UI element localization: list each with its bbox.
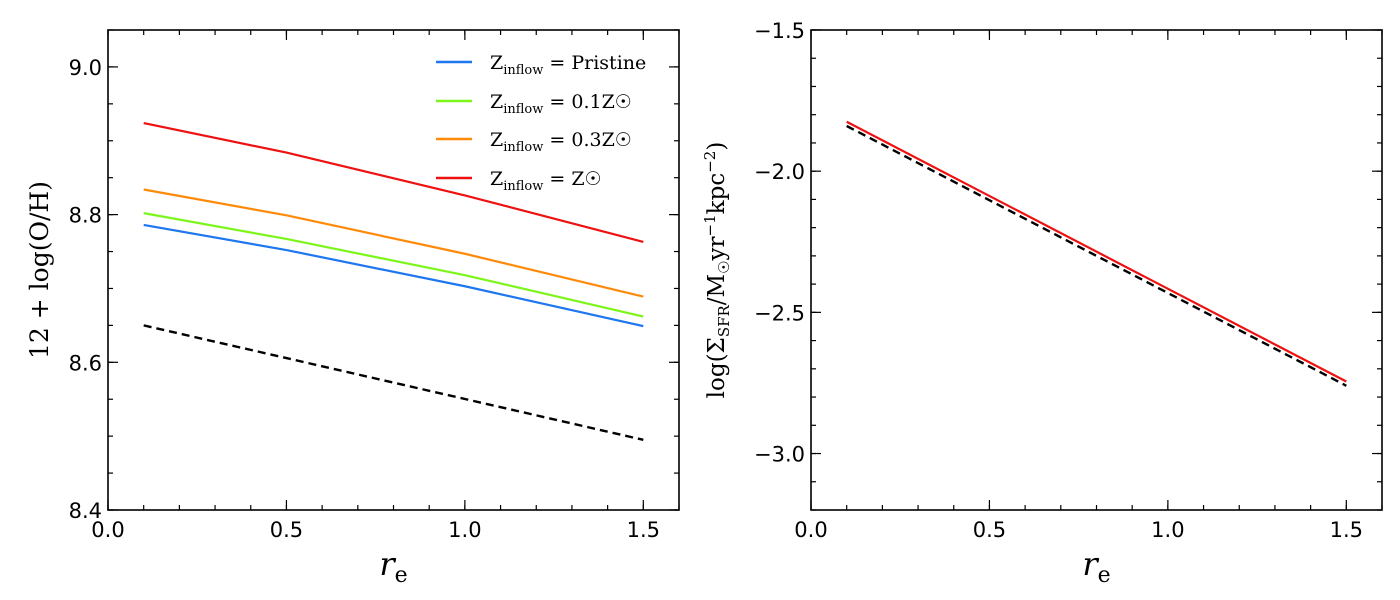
y-tick-label: −1.5 [754,19,805,43]
legend-label: Zinflow = Z☉ [490,168,602,194]
x-tick-label: 0.5 [270,518,303,542]
legend-label: Zinflow = 0.3Z☉ [490,129,632,155]
legend-label: Zinflow = Pristine [490,52,646,78]
legend-label: Zinflow = 0.1Z☉ [490,91,632,117]
x-tick-label: 1.0 [448,518,481,542]
x-tick-label: 0.5 [973,518,1006,542]
legend-item: Zinflow = 0.1Z☉ [436,91,632,117]
legend: Zinflow = Pristine Zinflow = 0.1Z☉ Zinflow… [436,52,646,194]
x-tick-label: 0.0 [91,518,124,542]
x-tick-label: 0.0 [794,518,827,542]
right-panel-sfr-density: 0.0 0.5 1.0 1.5 −3.0 −2.5 −2.0 −1.5 re log(ΣSFR/M… [701,19,1383,588]
series-line [143,223,644,328]
y-tick-label: 9.0 [69,56,102,80]
y-tick-label: −2.5 [754,301,805,325]
x-tick-label: 1.5 [1330,518,1363,542]
left-panel-metallicity: 0.0 0.5 1.0 1.5 8.4 8.6 8.8 9.0 re 12 + log(O/H) Z… [25,29,680,588]
series-line [143,121,644,244]
legend-item: Zinflow = Pristine [436,52,646,78]
legend-item: Zinflow = 0.3Z☉ [436,129,632,155]
y-tick-label: −2.0 [754,160,805,184]
y-tick-label: 8.6 [69,351,102,375]
y-axis-label: 12 + log(O/H) [25,181,54,359]
y-axis-label: log(ΣSFR/M☉yr−1kpc−2) [701,142,733,399]
x-tick-label: 1.0 [1151,518,1184,542]
series-line [143,212,644,318]
x-axis-label: re [379,545,407,588]
x-axis-label: re [1082,545,1110,588]
series-line [846,120,1347,383]
y-tick-label: −3.0 [754,443,805,467]
y-tick-label: 8.8 [69,204,102,228]
dashed-reference-line [846,124,1347,387]
plot-frame [810,29,1383,511]
legend-item: Zinflow = Z☉ [436,168,602,194]
plot-frame [107,29,680,511]
dashed-reference-line [143,324,644,442]
y-tick-label: 8.4 [69,499,102,523]
x-tick-label: 1.5 [627,518,660,542]
series-line [143,188,644,298]
